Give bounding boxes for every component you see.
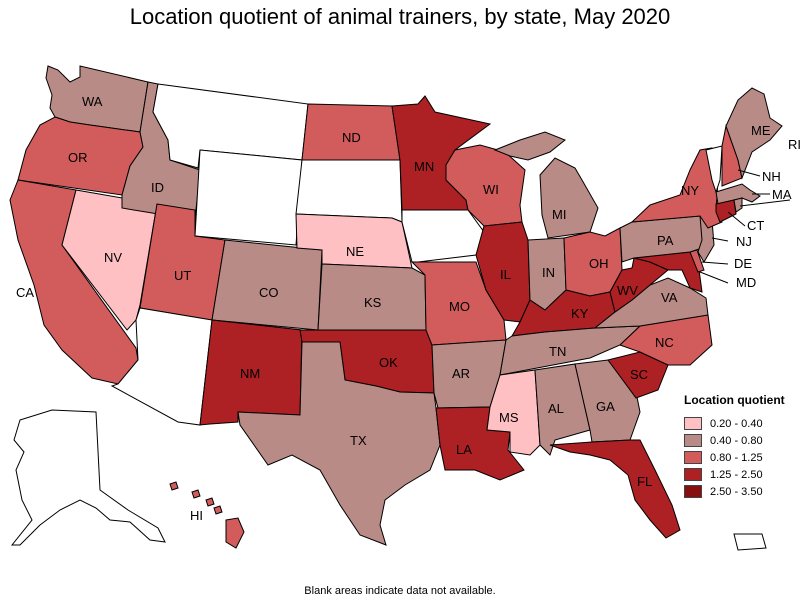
legend-item: 1.25 - 2.50	[684, 466, 796, 483]
legend-label: 0.40 - 0.80	[710, 434, 763, 447]
label-hi: HI	[190, 508, 203, 523]
map-title: Location quotient of animal trainers, by…	[129, 4, 671, 29]
label-md: MD	[736, 275, 756, 290]
label-ky: KY	[571, 306, 589, 321]
label-ny: NY	[681, 183, 699, 198]
state-hi-4[interactable]	[213, 505, 223, 515]
legend-swatch	[684, 468, 702, 481]
legend-swatch	[684, 485, 702, 498]
label-de: DE	[734, 256, 752, 271]
legend-item: 0.40 - 0.80	[684, 432, 796, 449]
state-hi-5[interactable]	[225, 517, 245, 549]
state-sc[interactable]	[607, 351, 669, 399]
state-hi-2[interactable]	[191, 489, 201, 499]
legend-swatch	[684, 451, 702, 464]
legend-item: 0.80 - 1.25	[684, 449, 796, 466]
label-oh: OH	[589, 256, 609, 271]
label-in: IN	[542, 265, 555, 280]
label-wa: WA	[82, 94, 103, 109]
state-mi[interactable]	[539, 157, 599, 239]
state-nc[interactable]	[619, 314, 713, 366]
legend-label: 0.80 - 1.25	[710, 451, 763, 464]
label-fl: FL	[637, 474, 652, 489]
label-wv: WV	[617, 283, 638, 298]
label-nd: ND	[342, 130, 361, 145]
label-mi: MI	[552, 207, 566, 222]
label-ct: CT	[747, 218, 764, 233]
label-sc: SC	[630, 367, 648, 382]
legend-label: 1.25 - 2.50	[710, 468, 763, 481]
legend-label: 2.50 - 3.50	[710, 485, 763, 498]
label-la: LA	[456, 442, 472, 457]
legend: Location quotient 0.20 - 0.40 0.40 - 0.8…	[684, 393, 796, 500]
label-ri: RI	[788, 137, 800, 152]
legend-swatch	[684, 417, 702, 430]
state-fl[interactable]	[549, 439, 681, 539]
state-ri[interactable]	[733, 197, 743, 213]
state-tx[interactable]	[237, 341, 441, 546]
state-me[interactable]	[725, 87, 783, 180]
label-me: ME	[751, 123, 771, 138]
state-hi-3[interactable]	[205, 497, 215, 507]
state-vt[interactable]	[705, 145, 723, 194]
state-wy[interactable]	[194, 149, 303, 246]
label-ga: GA	[596, 399, 615, 414]
label-nm: NM	[240, 366, 260, 381]
state-wi[interactable]	[445, 144, 526, 227]
label-nv: NV	[104, 250, 122, 265]
footnote: Blank areas indicate data not available.	[304, 585, 496, 597]
label-va: VA	[661, 290, 678, 305]
state-ak[interactable]	[10, 409, 166, 546]
label-ms: MS	[499, 410, 519, 425]
state-mi-up[interactable]	[493, 131, 566, 161]
state-ct[interactable]	[715, 199, 737, 223]
legend-title: Location quotient	[684, 393, 785, 407]
label-ut: UT	[174, 268, 191, 283]
state-labels: WA OR CA NV ID UT CO NM ND NE KS OK TX M…	[16, 94, 800, 523]
label-ca: CA	[16, 285, 34, 300]
label-id: ID	[151, 180, 164, 195]
label-ne: NE	[346, 244, 364, 259]
label-nj: NJ	[736, 234, 752, 249]
label-ar: AR	[452, 366, 470, 381]
state-ia[interactable]	[401, 209, 485, 263]
label-wi: WI	[483, 182, 499, 197]
state-hi-1[interactable]	[169, 481, 179, 491]
label-il: IL	[500, 267, 511, 282]
label-al: AL	[548, 401, 564, 416]
label-nh: NH	[762, 169, 781, 184]
label-co: CO	[259, 285, 279, 300]
label-ok: OK	[379, 355, 398, 370]
state-pr[interactable]	[733, 533, 767, 551]
legend-item: 0.20 - 0.40	[684, 415, 796, 432]
label-or: OR	[68, 150, 88, 165]
leader-lines	[699, 169, 791, 284]
label-mn: MN	[414, 159, 434, 174]
label-ma: MA	[772, 187, 792, 202]
legend-label: 0.20 - 0.40	[710, 417, 763, 430]
label-mo: MO	[449, 299, 470, 314]
label-tx: TX	[350, 433, 367, 448]
state-sd[interactable]	[295, 159, 403, 223]
label-nc: NC	[655, 335, 674, 350]
legend-swatch	[684, 434, 702, 447]
label-tn: TN	[549, 344, 566, 359]
label-ks: KS	[364, 295, 382, 310]
label-pa: PA	[657, 233, 674, 248]
legend-item: 2.50 - 3.50	[684, 483, 796, 500]
